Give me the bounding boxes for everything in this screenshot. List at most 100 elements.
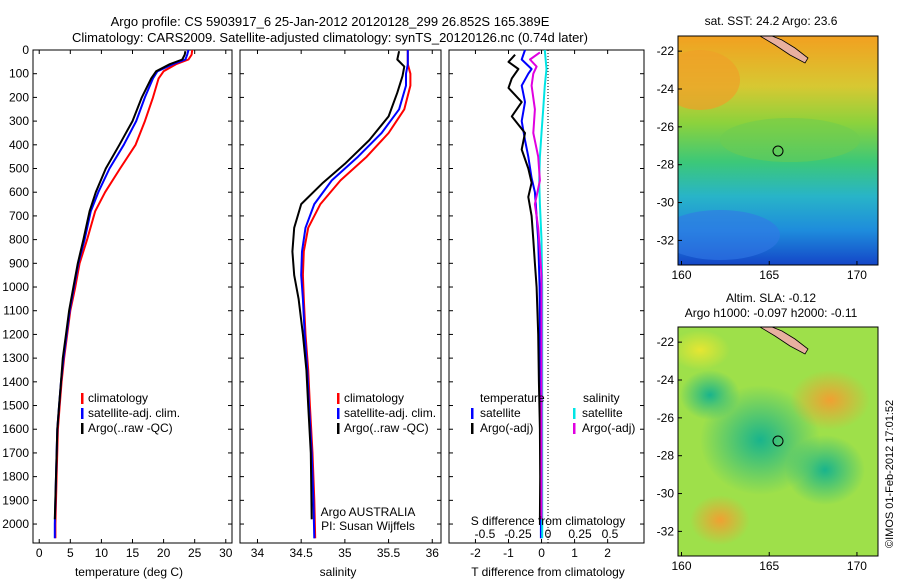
legend-label-t-satellite: satellite	[480, 406, 521, 420]
sla-low-anomaly-east	[785, 435, 865, 505]
depth-axis: 0 100 200 300 400 500 600 700 800 900 1000 1100 1200…	[2, 43, 232, 531]
depth-tick-label: 1800	[2, 470, 29, 484]
depth-tick-label: 1500	[2, 399, 29, 413]
s-difference-tick-label: 0	[545, 527, 552, 541]
latitude-label: -30	[657, 196, 675, 210]
series-line-argo-raw-qc-	[53, 51, 187, 520]
depth-tick-label: 1700	[2, 446, 29, 460]
sst-map-title: sat. SST: 24.2 Argo: 23.6	[705, 14, 838, 28]
latitude-label: -32	[657, 233, 675, 247]
argo-program-label: Argo AUSTRALIA	[321, 505, 416, 519]
s-difference-tick-label: 0.25	[568, 527, 592, 541]
difference-series	[507, 49, 548, 539]
depth-tick-label: 0	[22, 43, 29, 57]
salinity-series	[291, 50, 412, 539]
depth-tick-label: 1400	[2, 375, 29, 389]
legend-label-climatology: climatology	[88, 391, 148, 405]
depth-tick-label: 800	[9, 233, 29, 247]
legend-swatch-t-satellite	[471, 408, 474, 419]
legend-swatch-s-argo	[573, 423, 576, 434]
sst-map-axes: 160 165 170 -22 -24 -26 -28 -30 -32	[657, 44, 868, 282]
sst-mid-patch	[720, 118, 860, 162]
salinity-x-axis: 34 34.5 35 35.5 36	[251, 50, 439, 560]
legend-swatch-climatology	[337, 393, 340, 404]
latitude-label: -26	[657, 411, 675, 425]
argo-float-position-marker	[772, 435, 784, 447]
depth-tick-label: 2000	[2, 517, 29, 531]
legend-swatch-s-satellite	[573, 408, 576, 419]
depth-tick-label: 900	[9, 256, 29, 270]
salinity-legend: climatology satellite-adj. clim. Argo(..…	[337, 391, 436, 435]
argo-float-position-marker	[772, 145, 784, 157]
temperature-axes	[32, 49, 233, 544]
x-tick-label: 2	[604, 546, 611, 560]
latitude-label: -26	[657, 120, 675, 134]
legend-swatch-satellite	[337, 408, 340, 419]
pi-label: PI: Susan Wijffels	[321, 519, 415, 533]
plot-title-line1: Argo profile: CS 5903917_6 25-Jan-2012 2…	[110, 14, 550, 29]
legend-swatch-satellite	[81, 408, 84, 419]
longitude-label: 160	[671, 268, 691, 282]
legend-title-salinity: salinity	[583, 391, 620, 405]
x-tick-label: 34	[251, 546, 265, 560]
legend-label-climatology: climatology	[344, 391, 404, 405]
legend-swatch-climatology	[81, 393, 84, 404]
latitude-label: -28	[657, 158, 675, 172]
legend-swatch-argo	[81, 423, 84, 434]
salinity-depth-ticks	[240, 49, 441, 525]
sla-high-anomaly-south	[690, 495, 750, 545]
x-tick-label: -1	[503, 546, 514, 560]
sla-map-frame	[677, 326, 879, 557]
x-tick-label: 25	[188, 546, 202, 560]
temperature-legend: climatology satellite-adj. clim. Argo(..…	[81, 391, 180, 435]
longitude-label: 170	[847, 268, 867, 282]
s-difference-tick-label: -0.25	[504, 527, 532, 541]
legend-label-s-satellite: satellite	[582, 406, 623, 420]
salinity-axes	[239, 49, 442, 544]
sla-high-anomaly	[790, 370, 870, 430]
series-line-t-satellite	[520, 49, 542, 539]
latitude-label: -30	[657, 487, 675, 501]
sst-map-frame	[677, 35, 879, 266]
s-difference-tick-labels: -0.5 -0.25 0 0.25 0.5	[475, 527, 619, 541]
x-tick-label: 36	[426, 546, 440, 560]
temperature-panel: 0100200300400500600700800900100011001200…	[2, 43, 232, 579]
longitude-label: 165	[759, 559, 779, 573]
x-tick-label: 0	[538, 546, 545, 560]
depth-tick-label: 300	[9, 114, 29, 128]
latitude-label: -24	[657, 82, 675, 96]
longitude-label: 160	[671, 559, 691, 573]
sst-map-panel: sat. SST: 24.2 Argo: 23.6 160 165 170 -22 -2…	[657, 14, 879, 282]
sla-map-title-line2: Argo h1000: -0.097 h2000: -0.11	[685, 306, 858, 320]
latitude-label: -28	[657, 449, 675, 463]
legend-label-satellite: satellite-adj. clim.	[88, 406, 180, 420]
legend-label-satellite: satellite-adj. clim.	[344, 406, 436, 420]
temperature-xlabel: temperature (deg C)	[75, 565, 183, 579]
sla-map-image	[678, 327, 878, 556]
depth-tick-label: 700	[9, 209, 29, 223]
difference-legend-salinity: salinity satellite Argo(-adj)	[573, 391, 635, 435]
latitude-label: -24	[657, 373, 675, 387]
t-difference-xlabel: T difference from climatology	[471, 565, 625, 579]
x-tick-label: 1	[571, 546, 578, 560]
series-line-t-argo-adj-	[507, 54, 542, 520]
s-difference-xlabel: S difference from climatology	[471, 514, 626, 528]
x-tick-label: 20	[157, 546, 171, 560]
sla-mid-anomaly	[678, 330, 730, 370]
temperature-x-axis: 0 5 10 15 20 25 30	[36, 50, 233, 560]
x-tick-label: 35.5	[377, 546, 401, 560]
difference-x-axis: -2 -1 0 1 2	[470, 50, 611, 560]
x-tick-label: 15	[126, 546, 140, 560]
sla-map-title-line1: Altim. SLA: -0.12	[726, 291, 816, 305]
longitude-label: 170	[847, 559, 867, 573]
depth-tick-label: 1300	[2, 351, 29, 365]
x-tick-label: 30	[219, 546, 233, 560]
depth-tick-label: 1200	[2, 327, 29, 341]
plot-title-line2: Climatology: CARS2009. Satellite-adjuste…	[72, 30, 588, 45]
depth-tick-label: 600	[9, 185, 29, 199]
legend-swatch-t-argo	[471, 423, 474, 434]
s-difference-tick-label: -0.5	[475, 527, 496, 541]
legend-label-argo: Argo(..raw -QC)	[344, 421, 429, 435]
legend-title-temperature: temperature	[480, 391, 545, 405]
